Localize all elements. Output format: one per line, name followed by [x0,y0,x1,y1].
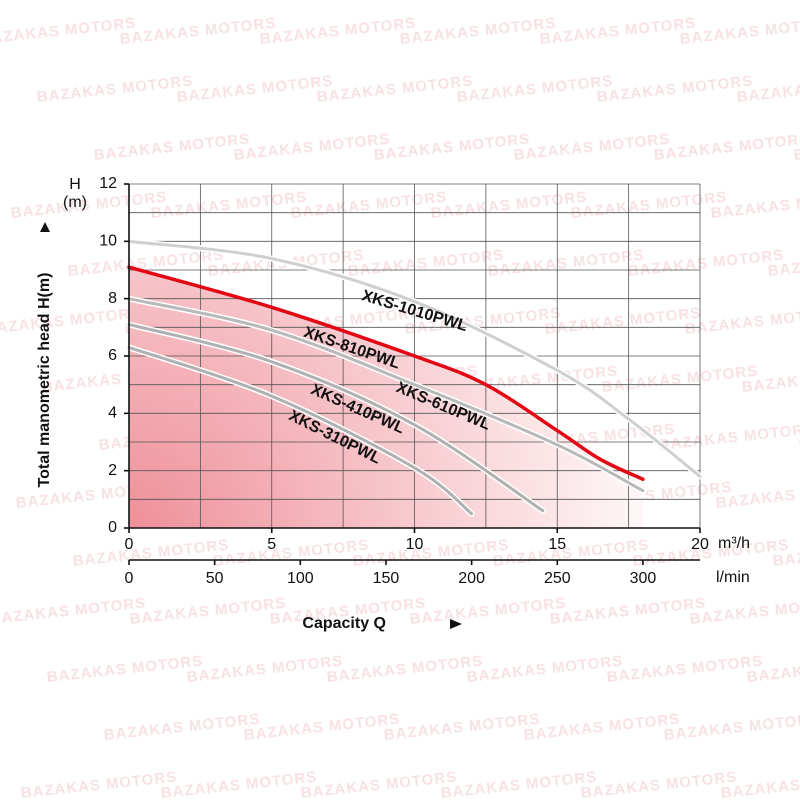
curve [127,322,545,513]
watermark: BAZAKAS MOTORS [596,73,754,106]
x2-tick-label: 100 [287,570,314,587]
watermark: BAZAKAS MOTORS [0,595,147,628]
watermark: BAZAKAS MOTORS [316,73,474,106]
watermark: BAZAKAS MOTORS [20,769,178,800]
area [129,267,643,528]
watermark: BAZAKAS MOTORS [176,73,334,106]
watermark: BAZAKAS MOTORS [632,537,790,570]
watermark: BAZAKAS MOTORS [570,189,728,222]
y-label-top: H [69,176,81,193]
watermark: BAZAKAS MOTORS [544,305,702,338]
watermark: BAZAKAS MOTORS [663,711,800,744]
watermark: BAZAKAS MOTORS [0,15,137,48]
watermark: BAZAKAS MOTORS [523,711,681,744]
x-axis-label: Capacity Q [302,615,386,632]
y-tick-label: 12 [99,175,117,192]
y-tick-label: 8 [108,290,117,307]
x-tick-label: 5 [267,536,276,553]
y-axis-label: Total manometric head H(m) [36,273,53,488]
watermark: BAZAKAS MOTORS [513,131,671,164]
watermark: BAZAKAS MOTORS [492,537,650,570]
plot: XKS-1010PWLXKS-610PWLXKS-410PWLXKS-310PW… [126,183,703,529]
watermark: BAZAKAS MOTORS [119,15,277,48]
watermark: BAZAKAS MOTORS [373,131,531,164]
watermark: BAZAKAS MOTORS [658,421,800,454]
watermark: BAZAKAS MOTORS [290,189,448,222]
watermark: BAZAKAS MOTORS [383,711,541,744]
curve [127,297,645,493]
watermark: BAZAKAS MOTORS [352,537,510,570]
y-tick-label: 0 [108,519,117,536]
watermark: BAZAKAS MOTORS [326,653,484,686]
watermark: BAZAKAS MOTORS [259,15,417,48]
x-tick-label: 15 [548,536,566,553]
watermark: BAZAKAS MOTORS [0,305,142,338]
watermark: BAZAKAS MOTORS [539,15,697,48]
x2-unit: l/min [716,569,750,586]
watermark: BAZAKAS MOTORS [627,247,785,280]
y-tick-label: 10 [99,233,117,250]
watermark: BAZAKAS MOTORS [684,305,800,338]
watermark: BAZAKAS MOTORS [549,595,707,628]
watermark: BAZAKAS MOTORS [606,653,764,686]
watermark: BAZAKAS MOTORS [72,537,230,570]
watermark: BAZAKAS MOTORS [580,769,738,800]
y-tick-label: 4 [108,405,117,422]
curve [127,265,645,482]
watermark: BAZAKAS MOTORS [300,769,458,800]
x2-tick-label: 0 [125,570,134,587]
watermark: BAZAKAS MOTORS [93,131,251,164]
x-tick-label: 10 [406,536,424,553]
watermark: BAZAKAS MOTORS [601,363,759,396]
watermark: BAZAKAS MOTORS [399,15,557,48]
watermark: BAZAKAS MOTORS [440,769,598,800]
watermark: BAZAKAS MOTORS [129,595,287,628]
x-tick-label: 0 [125,536,134,553]
watermark: BAZAKAS MOTORS [186,653,344,686]
watermark: BAZAKAS MOTORS [212,537,370,570]
watermark: BAZAKAS MOTORS [46,653,204,686]
watermark: BAZAKAS MOTORS [456,73,614,106]
watermark: BAZAKAS MOTORS [36,73,194,106]
y-tick-label: 2 [108,462,117,479]
x2-tick-label: 300 [630,570,657,587]
x2-tick-label: 250 [544,570,571,587]
curve [127,239,702,478]
watermark: BAZAKAS MOTORS [103,711,261,744]
y-tick-label: 6 [108,347,117,364]
watermark: BAZAKAS MOTORS [487,247,645,280]
x2-tick-label: 200 [458,570,485,587]
watermark: BAZAKAS MOTORS [243,711,401,744]
watermark: BAZAKAS MOTORS [160,769,318,800]
x-unit: m³/h [718,535,750,552]
watermark: BAZAKAS MOTORS [653,131,800,164]
x-arrow [450,619,462,629]
watermark: BAZAKAS MOTORS [430,189,588,222]
x2-tick-label: 150 [373,570,400,587]
watermark: BAZAKAS MOTORS [466,653,624,686]
watermark: BAZAKAS MOTORS [150,189,308,222]
x-tick-label: 20 [691,536,709,553]
watermark: BAZAKAS MOTORS [10,189,168,222]
watermark: BAZAKAS MOTORS [409,595,567,628]
curve [127,345,474,516]
watermark: BAZAKAS MOTORS [679,15,800,48]
watermark: BAZAKAS MOTORS [347,247,505,280]
watermark: BAZAKAS MOTORS [793,131,800,164]
y-label-unit: (m) [63,194,87,211]
y-arrow [40,222,50,232]
x2-tick-label: 50 [206,570,224,587]
watermark: BAZAKAS MOTORS [233,131,391,164]
watermark: BAZAKAS MOTORS [798,421,800,454]
